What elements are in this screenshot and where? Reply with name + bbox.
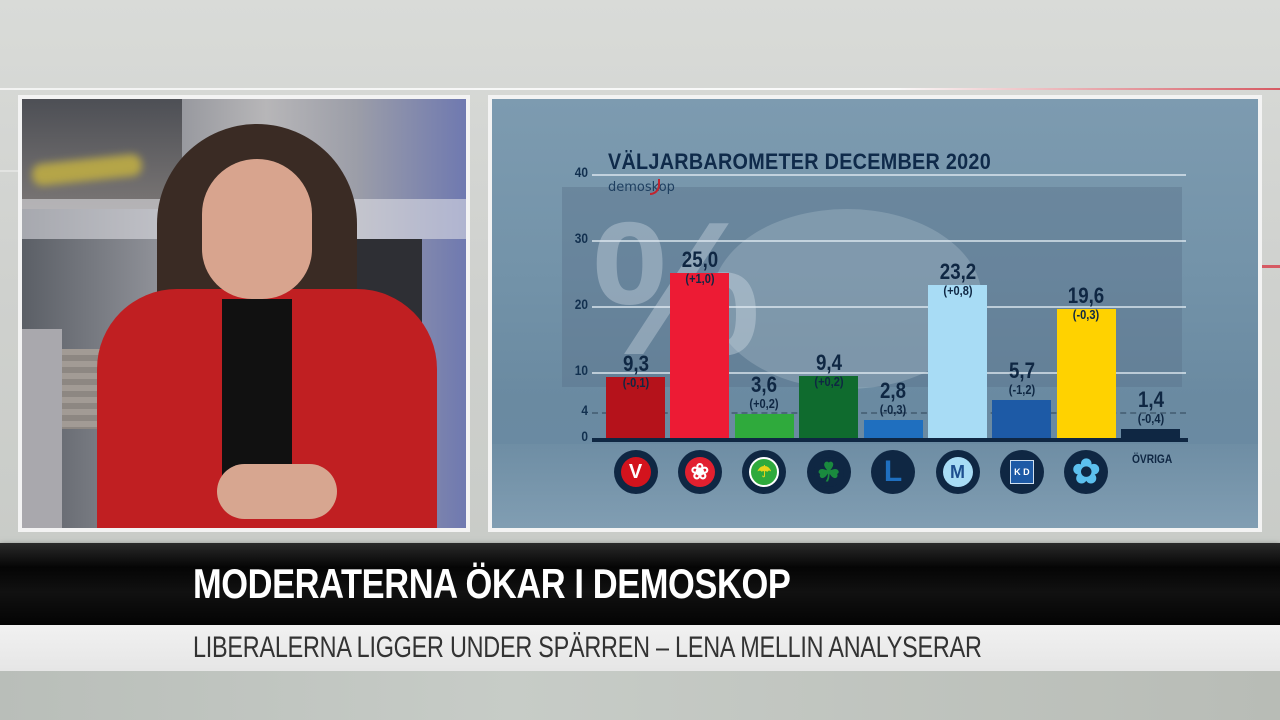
bar-change-label: (-0,3) — [1073, 306, 1100, 322]
y-axis-tick: 20 — [574, 296, 588, 312]
bar-value-label: 2,8 — [880, 377, 907, 403]
bar-change-label: (+0,2) — [814, 373, 844, 389]
socialdemokraterna-rose-icon: ❀ — [677, 450, 722, 494]
bar-change-label: (-0,4) — [1137, 410, 1164, 426]
bar-sd — [1056, 308, 1116, 438]
background-stripe — [0, 170, 18, 172]
gridline — [592, 372, 1186, 374]
bar-change-label: (-1,2) — [1008, 382, 1036, 398]
bar-change-label: (-0,3) — [879, 401, 907, 417]
bar-m — [928, 284, 987, 438]
headline-bar — [0, 543, 1280, 625]
y-axis-tick: 0 — [581, 428, 588, 444]
presenter-video-panel — [18, 95, 470, 532]
brand-logo: demoskop — [608, 180, 675, 195]
bar-value-label: 9,3 — [622, 350, 649, 376]
background-stripe — [1262, 265, 1280, 268]
presenter-hands — [217, 464, 337, 519]
studio-wall — [22, 329, 62, 528]
sverigedemokraterna-flower-icon: ✿ — [1064, 450, 1109, 494]
presenter-face — [202, 159, 312, 299]
chart-title: VÄLJARBAROMETER DECEMBER 2020 — [608, 149, 992, 174]
y-axis-tick: 40 — [574, 164, 588, 180]
bar-övriga — [1121, 428, 1181, 438]
bar-mp — [734, 414, 794, 438]
bar-kd — [992, 400, 1052, 438]
bar-change-label: (+0,8) — [942, 282, 973, 298]
bar-value-label: 9,4 — [815, 349, 842, 375]
background-line — [0, 88, 1280, 90]
y-axis-tick: 30 — [574, 230, 588, 246]
gridline — [592, 306, 1186, 308]
ovriga-label: ÖVRIGA — [1132, 452, 1173, 466]
moderaterna-m-icon: M — [935, 450, 980, 494]
bar-value-label: 1,4 — [1137, 386, 1164, 412]
headline-text: MODERATERNA ÖKAR I DEMOSKOP — [193, 560, 791, 607]
gridline — [592, 240, 1186, 242]
threshold-line — [592, 411, 1186, 414]
bar-value-label: 19,6 — [1068, 282, 1105, 308]
bar-change-label: (+0,2) — [749, 396, 779, 412]
studio-background — [22, 99, 182, 209]
gridline — [592, 174, 1186, 176]
bar-v — [606, 376, 665, 438]
bar-l — [863, 419, 923, 438]
bar-value-label: 3,6 — [751, 372, 778, 398]
chart-baseline — [592, 438, 1188, 442]
bar-value-label: 23,2 — [939, 258, 976, 284]
bar-c — [799, 375, 859, 438]
y-axis-tick: 10 — [574, 362, 588, 378]
subheadline-text: LIBERALERNA LIGGER UNDER SPÄRREN – LENA … — [193, 631, 982, 664]
bottom-background — [0, 671, 1280, 720]
bar-s — [670, 273, 730, 438]
bar-value-label: 25,0 — [681, 247, 719, 272]
subheadline-bar — [0, 625, 1280, 671]
bar-change-label: (-0,1) — [622, 374, 649, 390]
vansterpartiet-v-icon: V — [613, 450, 658, 494]
kristdemokraterna-kd-icon: K D — [999, 450, 1044, 494]
centerpartiet-clover-icon: ☘ — [806, 450, 851, 494]
liberalerna-l-icon: L — [871, 450, 916, 494]
bar-change-label: (+1,0) — [685, 271, 715, 286]
bar-value-label: 5,7 — [1008, 358, 1035, 384]
y-axis-tick: 4 — [581, 401, 588, 418]
poll-chart-panel: % VÄLJARBAROMETER DECEMBER 2020 demoskop… — [488, 95, 1262, 532]
miljopartiet-dandelion-icon: ☂ — [742, 450, 787, 494]
